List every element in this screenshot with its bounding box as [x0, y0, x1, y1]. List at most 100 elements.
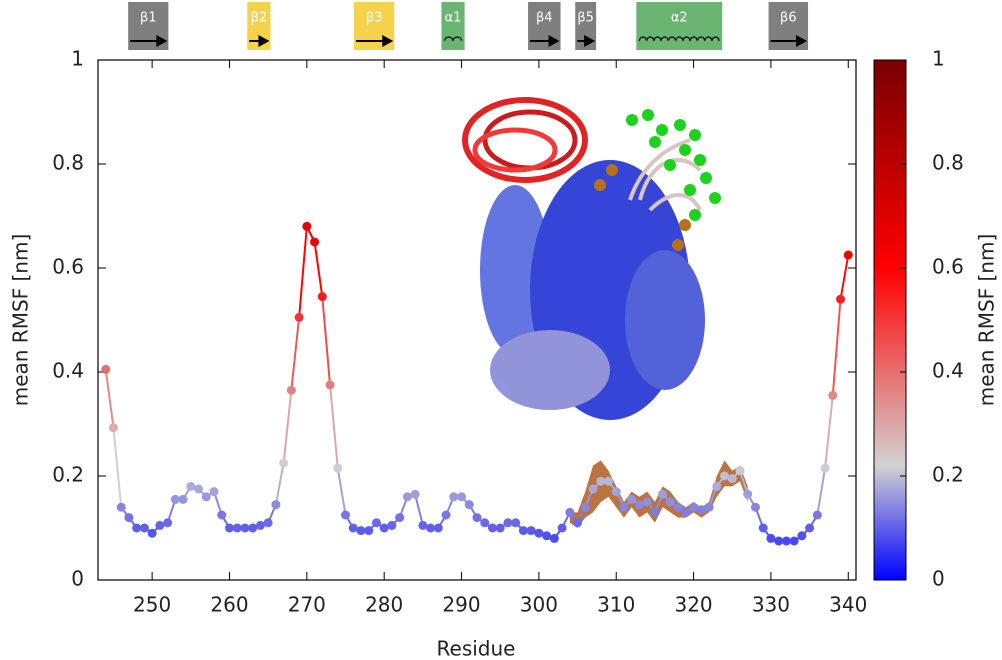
data-point [433, 523, 443, 533]
ss-helix [638, 36, 720, 42]
data-point [650, 507, 660, 517]
y-tick-label: 0.8 [52, 151, 84, 175]
data-point [255, 520, 265, 530]
ss-arrow-head [258, 35, 270, 47]
data-point [418, 520, 428, 530]
data-point [712, 481, 722, 491]
data-point [441, 510, 451, 520]
data-point [348, 523, 358, 533]
data-point [542, 531, 552, 541]
line-segment [104, 369, 115, 428]
data-point [681, 507, 691, 517]
ss-arrow-head [584, 35, 596, 47]
data-point [194, 484, 204, 494]
data-point [480, 518, 490, 528]
x-tick-label: 280 [365, 593, 403, 617]
data-point [627, 494, 637, 504]
line-segment [313, 241, 324, 297]
data-point [217, 510, 227, 520]
data-point [805, 523, 815, 533]
y-tick-label: 0.4 [52, 359, 84, 383]
line-segment [336, 468, 347, 516]
data-point [766, 533, 776, 543]
y-axis-label: mean RMSF [nm] [9, 234, 33, 407]
data-point [101, 364, 111, 374]
data-point [820, 463, 830, 473]
data-point [232, 523, 242, 533]
ss-label: β4 [536, 11, 553, 26]
data-point [286, 385, 296, 395]
data-point [503, 518, 513, 528]
sheet-render [625, 250, 705, 390]
ss-box [441, 2, 465, 50]
ss-box [575, 2, 597, 50]
data-point [549, 533, 559, 543]
data-point [603, 476, 613, 486]
data-point [364, 526, 374, 536]
ss-arrow-head [796, 35, 808, 47]
data-point [658, 489, 668, 499]
data-point [565, 507, 575, 517]
ss-arrow-head [548, 35, 560, 47]
data-point [186, 481, 196, 491]
secondary-structure: β1 β2 β3 α1 β4 β5 α2 β6 [128, 2, 809, 50]
data-point [124, 513, 134, 523]
y-tick-label: 0 [71, 567, 84, 591]
data-point [843, 250, 853, 260]
data-point [371, 518, 381, 528]
line-segment [298, 226, 308, 318]
data-point [178, 494, 188, 504]
colorbar-tick-label: 0.6 [932, 255, 964, 279]
ss-box [247, 2, 271, 50]
data-point [704, 502, 714, 512]
data-point [534, 528, 544, 538]
data-point [596, 476, 606, 486]
data-point [665, 497, 675, 507]
line-segment [816, 468, 827, 516]
data-point [449, 492, 459, 502]
data-point [310, 237, 320, 247]
x-tick-label: 250 [133, 593, 171, 617]
ss-label: β6 [780, 11, 797, 26]
data-point [495, 523, 505, 533]
x-tick-label: 260 [210, 593, 248, 617]
line-segment [112, 427, 123, 508]
data-point [271, 500, 281, 510]
data-point [743, 489, 753, 499]
data-point [642, 497, 652, 507]
x-tick-label: 270 [288, 593, 326, 617]
data-point [457, 492, 467, 502]
data-point [317, 292, 327, 302]
data-point [224, 523, 234, 533]
data-point [155, 520, 165, 530]
y-tick-label: 0.2 [52, 463, 84, 487]
line-segment [839, 254, 850, 300]
data-point [673, 502, 683, 512]
data-point [611, 487, 621, 497]
colorbar-label: mean RMSF [nm] [975, 234, 999, 407]
data-point [279, 458, 289, 468]
data-point [828, 390, 838, 400]
loop-render [462, 97, 588, 183]
ss-arrow-head [382, 35, 394, 47]
data-point [696, 505, 706, 515]
x-axis-label: Residue [437, 637, 516, 660]
data-point [395, 513, 405, 523]
data-point [634, 500, 644, 510]
line-segment [329, 384, 339, 469]
line-segment [414, 493, 424, 526]
line-segment [321, 296, 332, 386]
line-segment [831, 299, 842, 396]
plot-frame [97, 59, 857, 581]
data-point [294, 312, 304, 322]
data-point [341, 510, 351, 520]
ss-box [636, 2, 723, 50]
data-point [557, 523, 567, 533]
line-segment [282, 390, 293, 464]
ss-label: α1 [445, 11, 462, 26]
data-point [302, 221, 312, 231]
data-point [758, 523, 768, 533]
y-tick-label: 1 [71, 47, 84, 71]
data-point [464, 500, 474, 510]
